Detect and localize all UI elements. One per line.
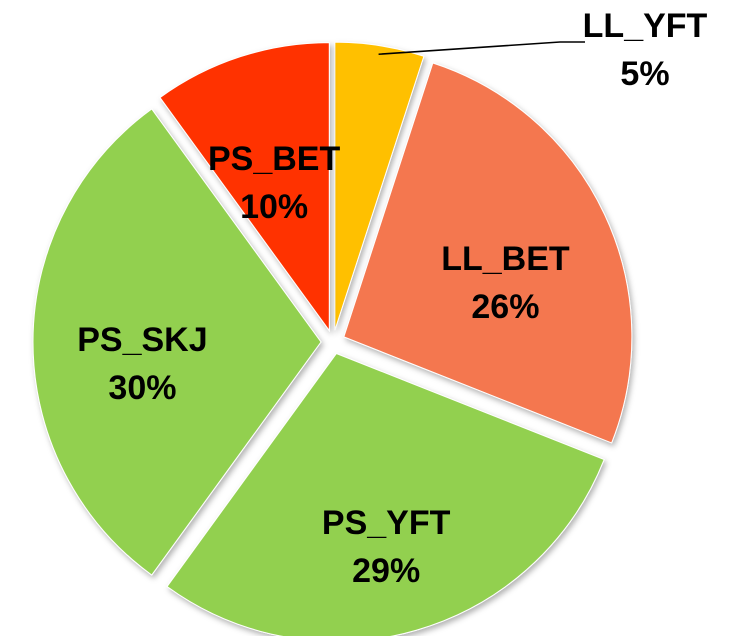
slice-label: PS_YFT [322,504,451,542]
slice-value-label: 5% [620,55,669,93]
slice-value-label: 10% [240,188,308,226]
pie-slice [334,41,425,331]
pie-slice [166,352,605,636]
slice-value-label: 29% [352,552,420,590]
slice-label: LL_BET [441,240,570,278]
slice-label: PS_SKJ [77,321,207,359]
slice-label: LL_YFT [583,7,708,45]
leader-line [378,41,585,55]
pie-slice [159,42,330,333]
slice-label: PS_BET [208,140,340,178]
slice-value-label: 30% [108,369,176,407]
slice-value-label: 26% [471,288,539,326]
pie-slice [32,108,322,576]
pie-slice [343,62,633,444]
